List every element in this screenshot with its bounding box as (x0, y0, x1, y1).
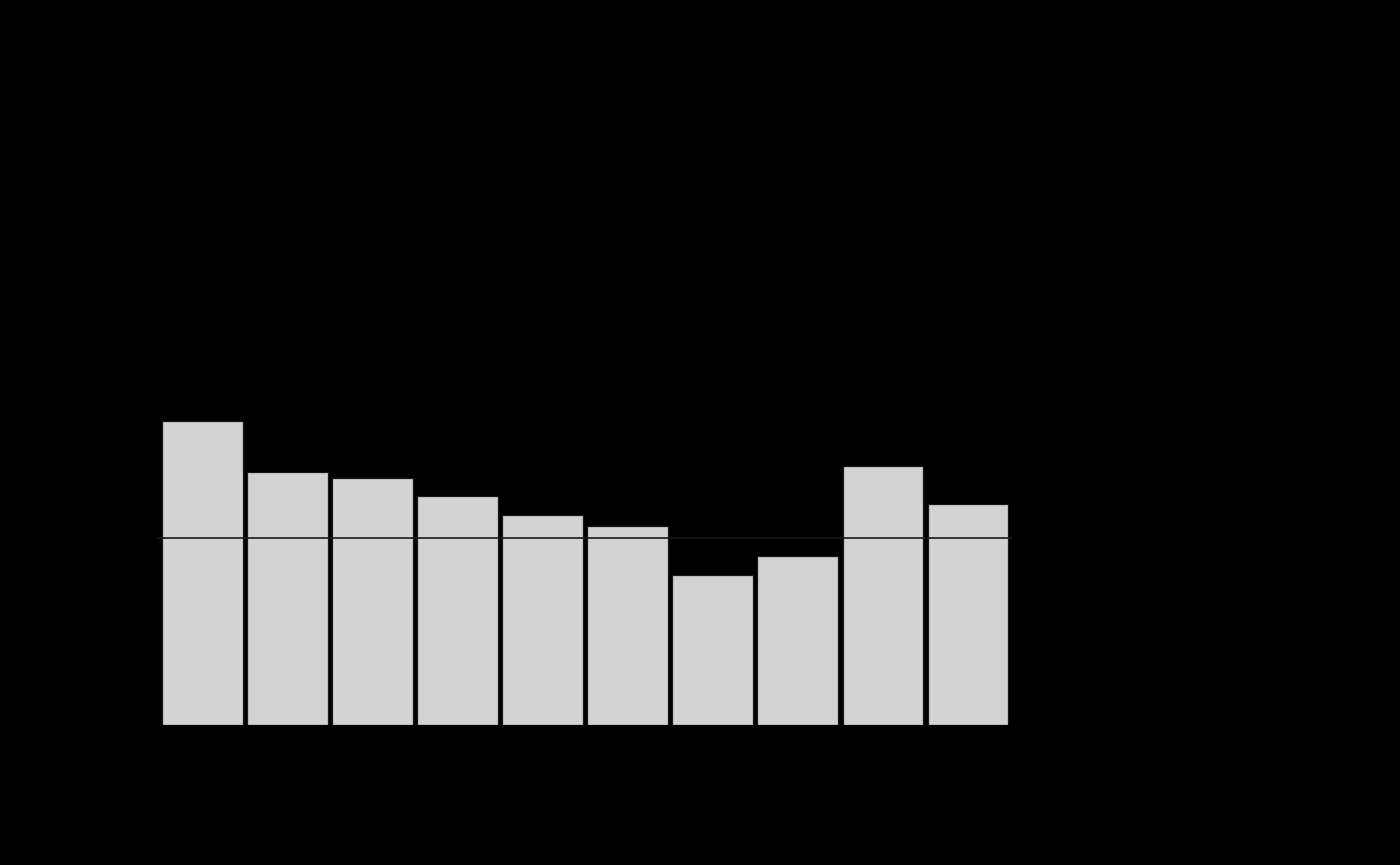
Bar (417, 497, 498, 725)
Bar (757, 556, 839, 725)
Bar (928, 504, 1008, 725)
Bar (588, 527, 668, 725)
Bar (332, 477, 413, 725)
Bar (503, 516, 582, 725)
Bar (843, 466, 924, 725)
Bar (162, 421, 242, 725)
Bar (246, 472, 328, 725)
Bar (672, 575, 753, 725)
